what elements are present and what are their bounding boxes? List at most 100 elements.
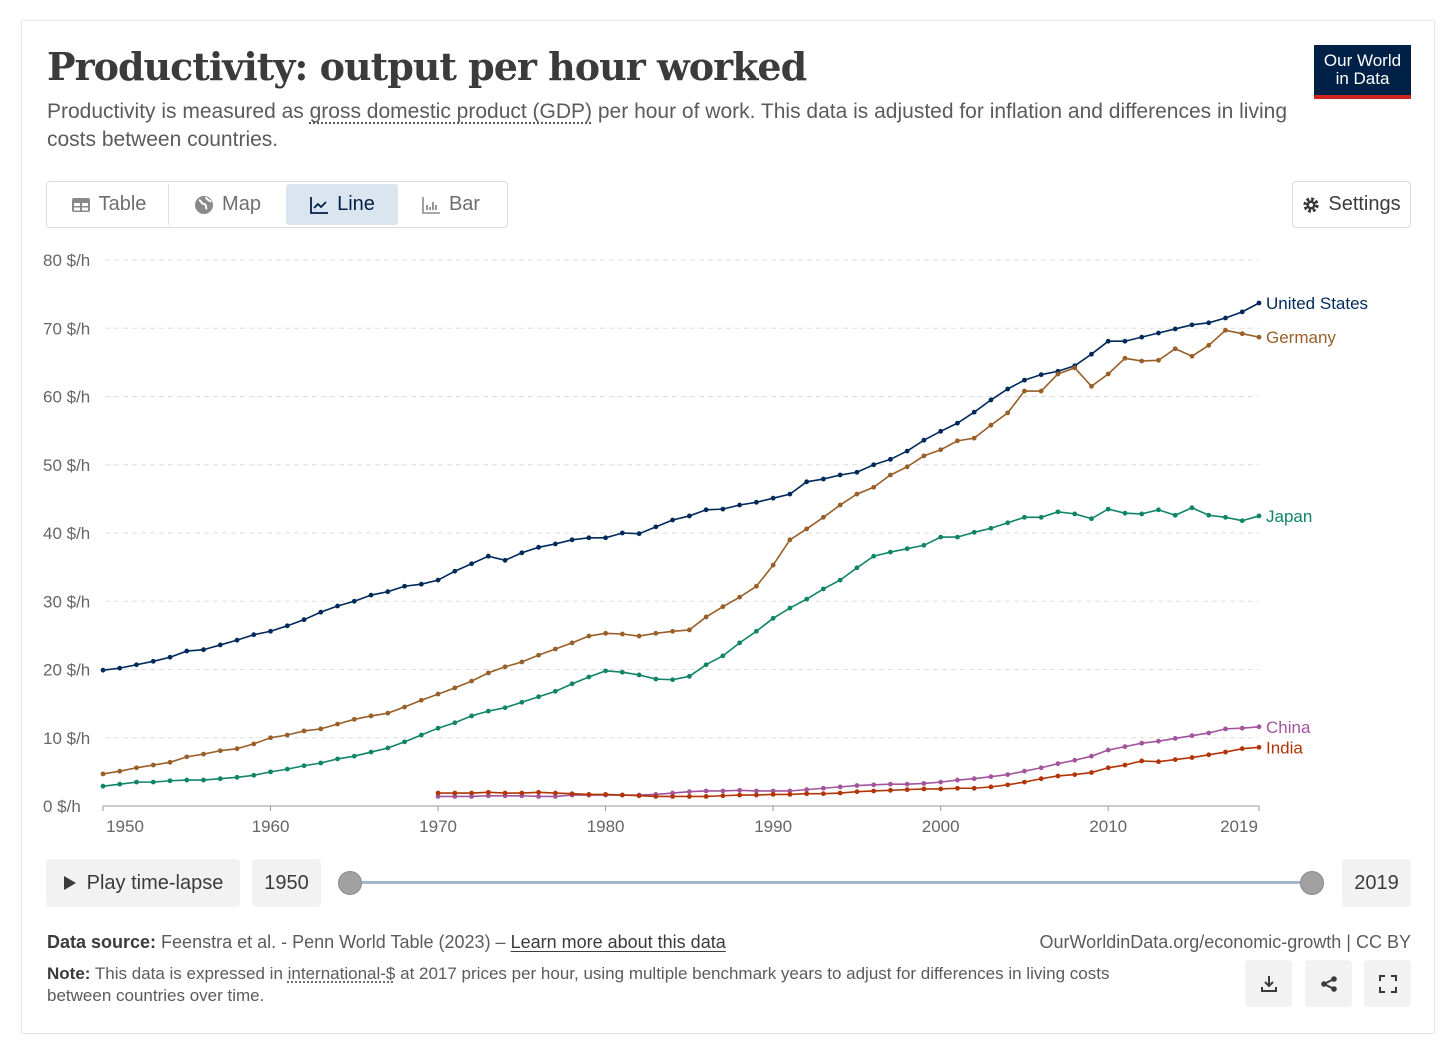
data-point bbox=[904, 546, 910, 552]
credit[interactable]: OurWorldinData.org/economic-growth | CC … bbox=[1039, 932, 1411, 952]
data-point bbox=[536, 794, 541, 799]
data-point bbox=[536, 694, 541, 700]
data-point bbox=[670, 677, 676, 683]
data-point bbox=[351, 716, 357, 722]
x-tick-label: 2019 bbox=[1220, 817, 1258, 836]
data-point bbox=[603, 791, 609, 797]
data-point bbox=[1055, 371, 1061, 377]
data-point bbox=[201, 647, 206, 653]
data-point bbox=[184, 648, 190, 654]
data-point bbox=[1122, 762, 1128, 768]
subtitle-text-end: per hour of work. This data is adjusted … bbox=[47, 100, 1287, 151]
settings-button[interactable]: Settings bbox=[1292, 181, 1411, 228]
tab-label: Table bbox=[98, 193, 147, 215]
data-point bbox=[452, 685, 458, 691]
data-point bbox=[737, 594, 743, 600]
data-point bbox=[703, 662, 709, 668]
data-point bbox=[1189, 755, 1195, 760]
data-point bbox=[670, 794, 676, 799]
x-tick-label: 1990 bbox=[754, 817, 792, 836]
data-point bbox=[603, 630, 609, 636]
data-point bbox=[686, 789, 692, 795]
data-point bbox=[536, 789, 541, 795]
data-point bbox=[117, 768, 123, 774]
data-point bbox=[150, 762, 156, 768]
data-point bbox=[787, 491, 793, 497]
tab-label: Bar bbox=[448, 193, 481, 215]
data-point bbox=[1223, 327, 1228, 333]
tab-map[interactable]: Map bbox=[169, 184, 286, 225]
data-point bbox=[301, 763, 307, 769]
data-point bbox=[821, 785, 826, 791]
y-tick-label: 50 $/h bbox=[43, 456, 90, 475]
data-point bbox=[569, 681, 575, 687]
data-point bbox=[619, 631, 625, 637]
data-point bbox=[100, 771, 106, 777]
data-point bbox=[301, 617, 307, 623]
data-point bbox=[1022, 514, 1027, 520]
international-dollar-link[interactable]: international-$ bbox=[287, 964, 396, 983]
series-line-germany bbox=[102, 329, 1260, 775]
data-point bbox=[519, 659, 525, 665]
data-point bbox=[938, 786, 944, 792]
y-tick-label: 70 $/h bbox=[43, 319, 90, 338]
data-point bbox=[1022, 377, 1027, 383]
chart-title: Productivity: output per hour worked bbox=[47, 44, 807, 89]
data-point bbox=[904, 464, 910, 470]
play-timelapse-button[interactable]: Play time-lapse bbox=[46, 859, 240, 907]
data-point bbox=[418, 581, 424, 587]
data-point bbox=[485, 793, 491, 799]
data-point bbox=[569, 537, 575, 543]
data-point bbox=[402, 704, 407, 710]
timeline-end-handle[interactable] bbox=[1300, 871, 1324, 895]
data-point bbox=[268, 628, 273, 634]
gdp-link[interactable]: gross domestic product (GDP) bbox=[309, 100, 593, 123]
data-point bbox=[1072, 757, 1078, 763]
data-point bbox=[1206, 320, 1212, 326]
timeline-start-handle[interactable] bbox=[338, 871, 362, 895]
learn-more-link[interactable]: Learn more about this data bbox=[510, 932, 726, 952]
share-button[interactable] bbox=[1305, 960, 1352, 1007]
data-point bbox=[452, 794, 458, 799]
data-point bbox=[452, 568, 458, 574]
data-point bbox=[234, 637, 240, 643]
data-point bbox=[117, 665, 123, 671]
data-point bbox=[1172, 757, 1178, 762]
data-point bbox=[1189, 353, 1195, 359]
data-point bbox=[1022, 388, 1027, 394]
data-point bbox=[938, 428, 944, 434]
data-point bbox=[1005, 782, 1011, 788]
end-year[interactable]: 2019 bbox=[1342, 859, 1411, 907]
data-point bbox=[1256, 744, 1262, 750]
data-point bbox=[1239, 518, 1245, 524]
data-source: Data source: Feenstra et al. - Penn Worl… bbox=[47, 932, 726, 953]
tab-table[interactable]: Table bbox=[49, 184, 169, 225]
data-point bbox=[955, 777, 960, 783]
settings-label: Settings bbox=[1328, 193, 1401, 215]
data-point bbox=[1223, 514, 1228, 520]
data-point bbox=[1022, 768, 1027, 774]
share-icon bbox=[1320, 975, 1337, 992]
data-point bbox=[636, 633, 642, 639]
data-point bbox=[569, 640, 575, 646]
data-point bbox=[586, 791, 592, 797]
data-point bbox=[1105, 338, 1111, 344]
data-point bbox=[871, 484, 877, 490]
line-chart: 0 $/h 10 $/h 20 $/h 30 $/h 40 $/h 50 $/h 60 $/… bbox=[43, 251, 1368, 836]
timeline-slider-track[interactable] bbox=[350, 881, 1312, 884]
data-point bbox=[201, 777, 206, 783]
bar-chart-icon bbox=[422, 196, 440, 214]
x-tick-label: 2000 bbox=[922, 817, 960, 836]
download-button[interactable] bbox=[1245, 960, 1292, 1007]
data-point bbox=[770, 791, 776, 797]
data-point bbox=[938, 447, 944, 453]
owid-logo[interactable]: Our World in Data bbox=[1314, 45, 1411, 99]
tab-bar[interactable]: Bar bbox=[398, 184, 503, 225]
fullscreen-button[interactable] bbox=[1364, 960, 1411, 1007]
data-point bbox=[737, 640, 743, 646]
data-point bbox=[519, 699, 525, 705]
tab-line[interactable]: Line bbox=[286, 184, 398, 225]
start-year[interactable]: 1950 bbox=[252, 859, 321, 907]
y-tick-label: 80 $/h bbox=[43, 251, 90, 270]
data-point bbox=[1005, 772, 1011, 778]
